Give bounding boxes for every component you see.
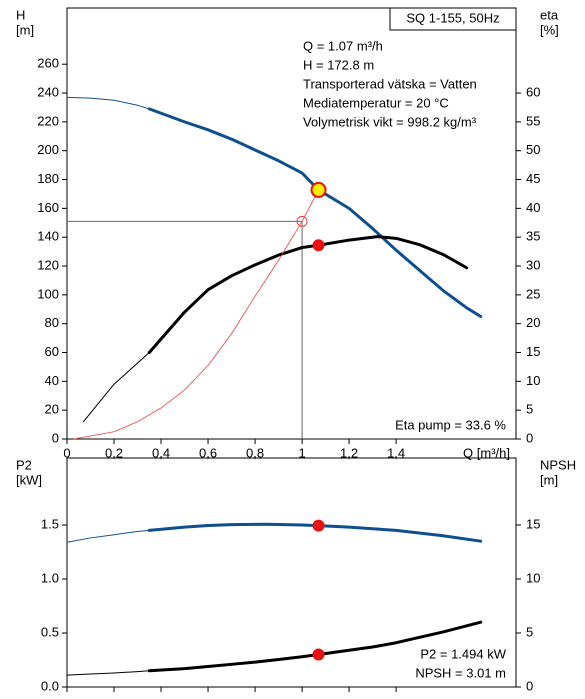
y2-tick-label: 20: [526, 315, 540, 330]
x-tick-label: 0,4: [152, 445, 170, 460]
x-tick-label: 0,2: [105, 445, 123, 460]
y-axis-title: [m]: [16, 22, 34, 37]
y2-tick-label: 15: [526, 344, 540, 359]
y-tick-label: 100: [37, 286, 59, 301]
curve: [82, 352, 150, 423]
note: Eta pump = 33.6 %: [395, 417, 506, 432]
duty-point: [312, 239, 325, 252]
y2-tick-label: 10: [526, 570, 540, 585]
y2-tick-label: 0: [526, 430, 533, 445]
plot-frame: [66, 7, 517, 440]
y2-tick-label: 40: [526, 200, 540, 215]
duty-point: [312, 648, 325, 661]
x-tick-label: 0: [63, 445, 70, 460]
x-tick-label: 0,6: [199, 445, 217, 460]
y-axis-title: H: [16, 7, 25, 22]
y-tick-label: 140: [37, 229, 59, 244]
y2-axis-title: eta: [540, 7, 559, 22]
duty-point: [312, 519, 325, 532]
curve: [66, 96, 150, 110]
y2-tick-label: 45: [526, 171, 540, 186]
y2-tick-label: 5: [526, 402, 533, 417]
curve: [147, 522, 483, 543]
note: P2 = 1.494 kW: [420, 646, 506, 661]
chart-title: SQ 1-155, 50Hz: [406, 10, 499, 25]
y2-axis-title: NPSH: [540, 457, 576, 472]
x-tick-label: 1,4: [387, 445, 405, 460]
y2-tick-label: 60: [526, 84, 540, 99]
y-axis-title: P2: [16, 457, 32, 472]
y-tick-label: 80: [45, 315, 59, 330]
info-line: Q = 1.07 m³/h: [303, 38, 383, 53]
x-axis-title: Q [m³/h]: [463, 445, 510, 460]
curve: [66, 529, 150, 543]
y-tick-label: 0.0: [41, 678, 59, 693]
y2-tick-label: 5: [526, 624, 533, 639]
y-tick-label: 20: [45, 402, 59, 417]
title-box: [389, 7, 517, 31]
y-tick-label: 120: [37, 257, 59, 272]
curve: [147, 107, 483, 318]
curve: [147, 235, 469, 355]
y2-axis-title: [m]: [540, 472, 558, 487]
y2-tick-label: 35: [526, 229, 540, 244]
y-tick-label: 1.0: [41, 570, 59, 585]
y-tick-label: 200: [37, 142, 59, 157]
duty-point: [310, 181, 327, 198]
y2-tick-label: 10: [526, 373, 540, 388]
info-line: Transporterad vätska = Vatten: [303, 76, 477, 91]
curve: [66, 670, 150, 676]
y-tick-label: 0: [52, 430, 59, 445]
y2-axis-title: [%]: [540, 22, 559, 37]
y-tick-label: 260: [37, 56, 59, 71]
curve: [147, 620, 483, 673]
note: NPSH = 3.01 m: [415, 665, 506, 680]
info-line: H = 172.8 m: [303, 57, 374, 72]
y2-tick-label: 30: [526, 257, 540, 272]
y2-tick-label: 50: [526, 142, 540, 157]
y-axis-title: [kW]: [16, 472, 42, 487]
y2-tick-label: 15: [526, 516, 540, 531]
y-tick-label: 40: [45, 373, 59, 388]
y2-tick-label: 0: [526, 678, 533, 693]
plot-frame: [66, 457, 517, 688]
y-tick-label: 1.5: [41, 516, 59, 531]
x-tick-label: 1: [298, 445, 305, 460]
curve: [73, 189, 319, 440]
x-tick-label: 0,8: [246, 445, 264, 460]
info-line: Volymetrisk vikt = 998.2 kg/m³: [303, 114, 477, 129]
x-tick-label: 1,2: [340, 445, 358, 460]
info-line: Mediatemperatur = 20 °C: [303, 95, 449, 110]
y-tick-label: 0.5: [41, 624, 59, 639]
y-tick-label: 180: [37, 171, 59, 186]
y2-tick-label: 55: [526, 113, 540, 128]
y-tick-label: 160: [37, 200, 59, 215]
y-tick-label: 240: [37, 84, 59, 99]
y-tick-label: 220: [37, 113, 59, 128]
y2-tick-label: 25: [526, 286, 540, 301]
guide-point: [296, 215, 308, 227]
y-tick-label: 60: [45, 344, 59, 359]
